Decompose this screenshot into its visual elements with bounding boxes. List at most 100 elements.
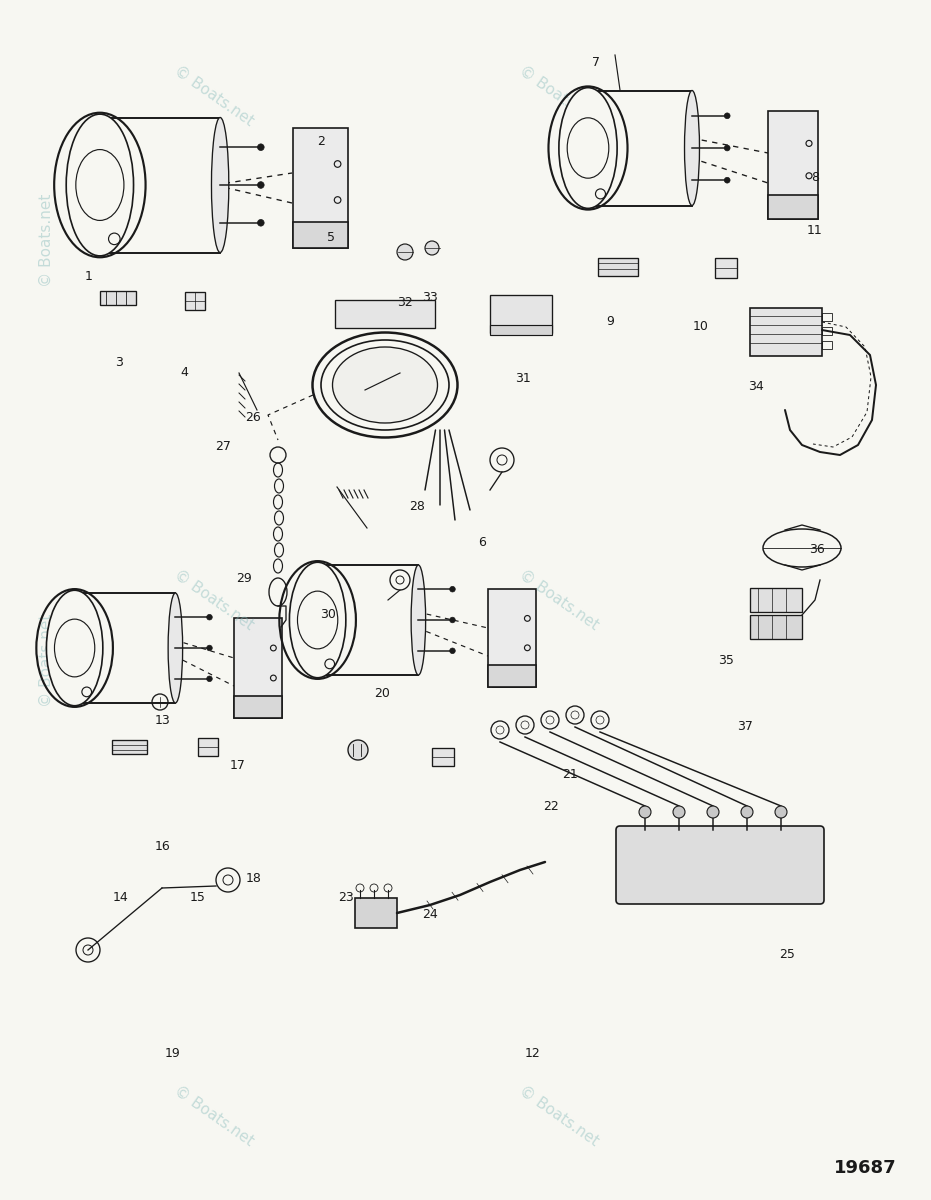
Bar: [234, 618, 282, 718]
Bar: [715, 258, 737, 278]
Circle shape: [450, 648, 455, 654]
Text: © Boats.net: © Boats.net: [39, 193, 54, 287]
Circle shape: [707, 806, 719, 818]
Circle shape: [397, 244, 413, 260]
Bar: [185, 292, 205, 310]
Text: © Boats.net: © Boats.net: [171, 1084, 257, 1148]
Text: 24: 24: [423, 908, 438, 920]
Text: 28: 28: [409, 500, 425, 512]
Circle shape: [724, 145, 730, 151]
Text: 7: 7: [592, 56, 600, 68]
Circle shape: [673, 806, 685, 818]
Circle shape: [450, 587, 455, 592]
Ellipse shape: [211, 118, 229, 252]
Text: 36: 36: [810, 544, 825, 556]
Text: 29: 29: [236, 572, 251, 584]
Bar: [750, 614, 802, 638]
Ellipse shape: [290, 563, 345, 678]
Text: © Boats.net: © Boats.net: [516, 1084, 601, 1148]
Text: 16: 16: [155, 840, 170, 852]
Bar: [822, 313, 832, 320]
Circle shape: [207, 676, 212, 682]
Ellipse shape: [412, 565, 425, 674]
Text: 11: 11: [807, 224, 822, 236]
Ellipse shape: [332, 347, 438, 422]
Circle shape: [724, 113, 730, 119]
Circle shape: [775, 806, 787, 818]
Bar: [488, 589, 536, 686]
Text: 13: 13: [155, 714, 170, 726]
Bar: [822, 341, 832, 349]
Text: 18: 18: [245, 872, 262, 884]
Text: © Boats.net: © Boats.net: [171, 64, 257, 128]
Text: 10: 10: [692, 320, 708, 332]
Text: © Boats.net: © Boats.net: [171, 568, 257, 632]
Text: 19687: 19687: [833, 1159, 897, 1177]
Text: 20: 20: [373, 688, 390, 700]
Circle shape: [639, 806, 651, 818]
Text: 17: 17: [229, 760, 246, 772]
Circle shape: [258, 144, 264, 150]
Text: 2: 2: [317, 136, 325, 148]
Bar: [488, 666, 536, 686]
Circle shape: [207, 614, 212, 620]
Text: © Boats.net: © Boats.net: [516, 568, 601, 632]
Bar: [234, 696, 282, 718]
Circle shape: [258, 181, 264, 188]
Text: © Boats.net: © Boats.net: [39, 613, 54, 707]
Text: 5: 5: [327, 232, 334, 244]
Text: 33: 33: [423, 292, 438, 304]
Circle shape: [258, 220, 264, 226]
Bar: [100, 118, 220, 252]
Text: 23: 23: [339, 892, 354, 904]
Bar: [588, 90, 692, 205]
Circle shape: [450, 617, 455, 623]
Ellipse shape: [313, 332, 457, 438]
Text: 30: 30: [319, 608, 336, 620]
Text: 32: 32: [398, 296, 412, 308]
Text: 12: 12: [525, 1048, 540, 1060]
Text: 3: 3: [115, 356, 123, 368]
Bar: [432, 748, 454, 766]
Text: 31: 31: [516, 372, 531, 384]
Text: 1: 1: [85, 270, 92, 282]
Ellipse shape: [47, 590, 102, 706]
Text: 4: 4: [181, 366, 188, 378]
Circle shape: [724, 178, 730, 184]
Text: 26: 26: [246, 412, 261, 424]
Text: 6: 6: [479, 536, 486, 548]
Text: © Boats.net: © Boats.net: [516, 64, 601, 128]
Text: 21: 21: [562, 768, 577, 780]
Bar: [768, 196, 818, 218]
Text: 8: 8: [811, 172, 818, 184]
Bar: [74, 593, 175, 703]
Text: 35: 35: [718, 654, 735, 666]
FancyBboxPatch shape: [616, 826, 824, 904]
Text: 19: 19: [165, 1048, 180, 1060]
Bar: [317, 565, 418, 674]
Bar: [490, 295, 552, 332]
Bar: [768, 110, 818, 218]
Bar: [100, 290, 136, 305]
Ellipse shape: [684, 90, 699, 205]
Bar: [198, 738, 218, 756]
Text: 22: 22: [544, 800, 559, 812]
Ellipse shape: [66, 114, 133, 256]
Text: 27: 27: [215, 440, 232, 452]
Circle shape: [741, 806, 753, 818]
Text: 34: 34: [749, 380, 763, 392]
Text: 9: 9: [606, 316, 614, 328]
Ellipse shape: [169, 593, 182, 703]
Circle shape: [207, 646, 212, 650]
Bar: [822, 326, 832, 335]
Text: 37: 37: [736, 720, 753, 732]
Ellipse shape: [559, 88, 617, 209]
Circle shape: [425, 241, 439, 254]
Text: 14: 14: [114, 892, 128, 904]
Text: 25: 25: [778, 948, 795, 960]
Bar: [292, 222, 347, 248]
Bar: [112, 740, 147, 754]
Bar: [750, 588, 802, 612]
Bar: [490, 325, 552, 335]
Bar: [355, 898, 397, 928]
